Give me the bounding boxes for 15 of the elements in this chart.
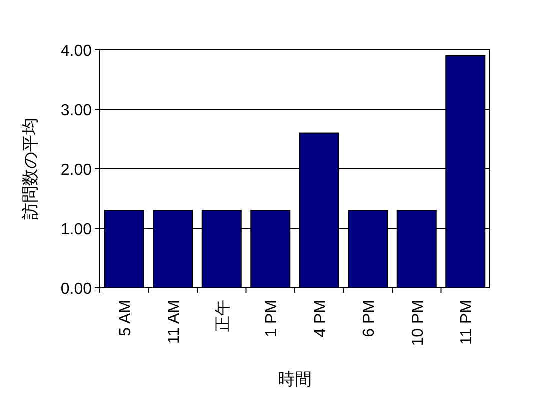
x-tick-label: 1 PM [264, 300, 281, 338]
x-tick-label: 6 PM [361, 300, 378, 338]
x-tick-label: 正午 [214, 300, 232, 332]
x-axis-title: 時間 [278, 370, 312, 389]
y-tick-label: 4.00 [60, 43, 92, 60]
y-axis-title: 訪問数の平均 [21, 118, 40, 220]
x-tick-label: 4 PM [312, 300, 330, 338]
x-tick-label: 5 AM [117, 300, 134, 336]
y-tick-label: 2.00 [60, 162, 92, 179]
x-tick-label: 10 PM [410, 300, 427, 346]
y-tick-label: 1.00 [60, 222, 92, 238]
x-tick-label: 11 PM [458, 300, 476, 346]
x-tick-label: 11 AM [166, 300, 184, 344]
y-tick-label: 3.00 [60, 102, 92, 120]
y-tick-label: 0.00 [60, 281, 92, 298]
